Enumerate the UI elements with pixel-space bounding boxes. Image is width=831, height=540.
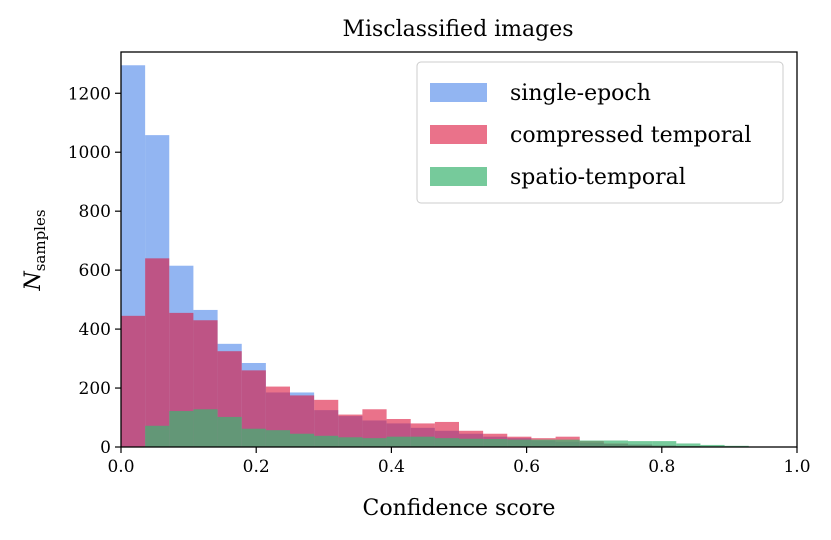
bar-spatio-temporal-18: [555, 439, 580, 447]
bar-compressed-temporal-1: [145, 258, 170, 447]
bar-spatio-temporal-7: [290, 433, 315, 447]
bar-spatio-temporal-6: [265, 430, 290, 447]
legend-swatch-single-epoch: [430, 83, 487, 102]
legend-label-single-epoch: single-epoch: [510, 81, 651, 106]
x-tick-label: 0.0: [107, 457, 134, 477]
bar-spatio-temporal-9: [338, 437, 363, 447]
y-tick-label: 1000: [68, 143, 111, 163]
x-tick-label: 0.4: [378, 457, 405, 477]
bar-spatio-temporal-21: [628, 441, 653, 447]
bar-spatio-temporal-8: [314, 435, 339, 447]
x-tick-label: 0.6: [513, 457, 540, 477]
bar-compressed-temporal-0: [121, 315, 146, 447]
bar-spatio-temporal-5: [241, 428, 266, 447]
bar-spatio-temporal-11: [386, 436, 411, 447]
bar-spatio-temporal-14: [459, 438, 484, 447]
y-axis-ticks: 0 200 400 600 800 1000 1200: [68, 84, 121, 458]
bar-spatio-temporal-1: [145, 425, 170, 447]
bar-spatio-temporal-17: [531, 439, 556, 447]
y-axis-label: Nsamples: [21, 209, 49, 291]
bar-spatio-temporal-22: [652, 441, 677, 447]
legend-swatch-compressed-temporal: [430, 125, 487, 144]
x-tick-label: 0.8: [648, 457, 675, 477]
y-tick-label: 600: [79, 261, 111, 281]
chart-title: Misclassified images: [342, 17, 573, 42]
legend-label-compressed-temporal: compressed temporal: [510, 123, 751, 148]
bar-spatio-temporal-16: [507, 439, 532, 447]
y-tick-label: 200: [79, 379, 111, 399]
bar-spatio-temporal-20: [603, 440, 628, 447]
y-tick-label: 1200: [68, 84, 111, 104]
legend: single-epoch compressed temporal spatio-te…: [416, 61, 784, 204]
y-axis-label-sub: samples: [31, 209, 49, 271]
bar-spatio-temporal-12: [410, 436, 435, 447]
bar-spatio-temporal-19: [579, 440, 604, 447]
bar-spatio-temporal-15: [483, 439, 508, 447]
bar-spatio-temporal-2: [169, 411, 194, 447]
plot-frame: [120, 51, 798, 448]
bar-spatio-temporal-10: [362, 438, 387, 447]
bar-spatio-temporal-3: [193, 409, 218, 447]
legend-label-spatio-temporal: spatio-temporal: [510, 165, 686, 190]
x-tick-label: 0.2: [243, 457, 270, 477]
legend-swatch-spatio-temporal: [430, 167, 487, 186]
y-tick-label: 800: [79, 202, 111, 222]
histogram-bars: [121, 65, 749, 447]
x-axis-ticks: 0.0 0.2 0.4 0.6 0.8 1.0: [107, 447, 811, 477]
bar-spatio-temporal-13: [434, 438, 459, 447]
y-tick-label: 0: [100, 438, 111, 458]
y-axis-label-main: N: [21, 271, 46, 292]
legend-box: [416, 61, 784, 204]
x-tick-label: 1.0: [783, 457, 810, 477]
x-axis-label: Confidence score: [363, 496, 556, 521]
y-tick-label: 400: [79, 320, 111, 340]
bar-spatio-temporal-4: [217, 416, 242, 447]
bar-spatio-temporal-23: [676, 443, 701, 447]
bar-spatio-temporal-24: [700, 444, 725, 447]
